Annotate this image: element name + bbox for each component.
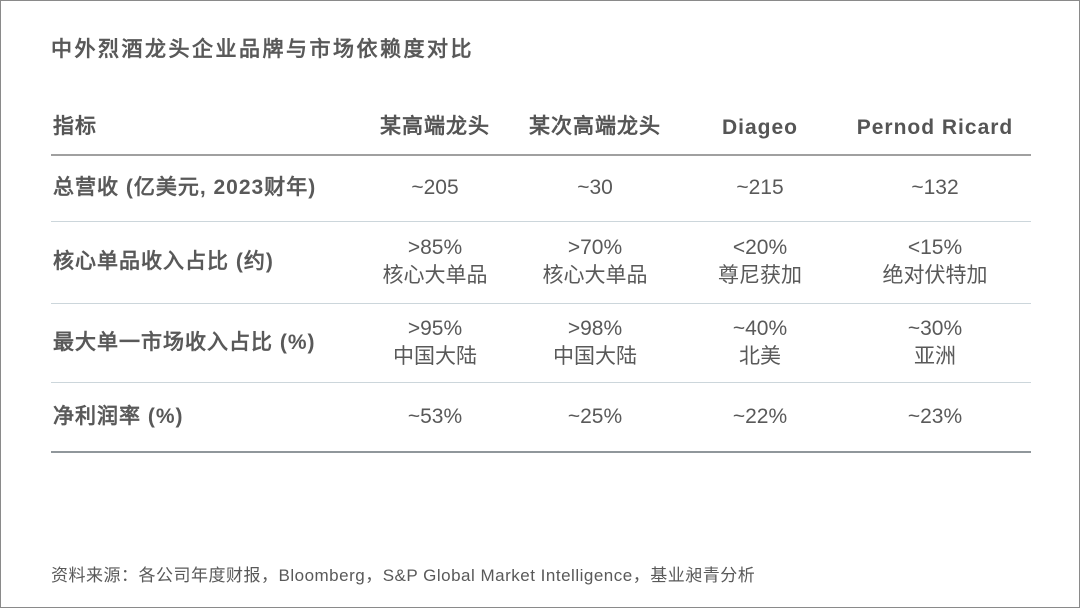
cell-subvalue: 尊尼获加 [718, 264, 802, 287]
table-cell: ~25% [567, 404, 623, 428]
col-header-pernod-ricard: Pernod Ricard [856, 116, 1014, 139]
col-header-diageo: Diageo [721, 116, 798, 139]
table-cell: >98% 中国大陆 [509, 303, 681, 382]
col-header-premium-leader: 某高端龙头 [380, 115, 490, 138]
cell-subvalue: 核心大单品 [542, 264, 648, 287]
cell-subvalue: 北美 [739, 344, 781, 368]
table-cell: ~53% [407, 404, 463, 428]
cell-subvalue: 中国大陆 [553, 344, 637, 368]
table-cell: ~40% 北美 [681, 303, 839, 382]
table-cell: ~30% 亚洲 [839, 303, 1031, 382]
table-cell: >70% 核心大单品 [509, 221, 681, 303]
table-row-core-product-share: 核心单品收入占比 (约) >85% 核心大单品 >70% 核心大单品 <20% … [51, 221, 1031, 303]
table-row-revenue: 总营收 (亿美元, 2023财年) ~205 ~30 ~215 ~132 [51, 155, 1031, 221]
cell-value: >85% [407, 236, 463, 260]
table-row-net-margin: 净利润率 (%) ~53% ~25% ~22% ~23% [51, 382, 1031, 452]
table-cell: ~205 [411, 176, 459, 200]
table-cell: ~215 [736, 176, 784, 200]
table-cell: >85% 核心大单品 [361, 221, 509, 303]
cell-value: ~30% [907, 316, 963, 340]
cell-value: >95% [407, 316, 463, 340]
col-header-subpremium-leader: 某次高端龙头 [529, 115, 661, 138]
header-row: 指标 某高端龙头 某次高端龙头 Diageo Pernod Ricard [51, 107, 1031, 155]
table-cell: <15% 绝对伏特加 [839, 221, 1031, 303]
row-label: 最大单一市场收入占比 (%) [53, 330, 316, 354]
cell-value: <15% [907, 236, 963, 260]
row-label: 核心单品收入占比 (约) [53, 250, 274, 274]
table-cell: ~132 [911, 176, 959, 200]
table-row-largest-market-share: 最大单一市场收入占比 (%) >95% 中国大陆 >98% 中国大陆 ~40% … [51, 303, 1031, 382]
cell-value: >70% [567, 236, 623, 260]
comparison-table: 指标 某高端龙头 某次高端龙头 Diageo Pernod Ricard 总营收… [51, 107, 1031, 453]
figure-title: 中外烈酒龙头企业品牌与市场依赖度对比 [51, 38, 474, 61]
cell-subvalue: 绝对伏特加 [882, 264, 988, 287]
col-header-indicator: 指标 [53, 115, 97, 138]
table-cell: ~30 [577, 176, 613, 200]
table-cell: <20% 尊尼获加 [681, 221, 839, 303]
cell-value: <20% [732, 236, 788, 260]
table-cell: ~22% [732, 404, 788, 428]
cell-subvalue: 核心大单品 [382, 264, 488, 287]
cell-value: >98% [567, 316, 623, 340]
cell-subvalue: 亚洲 [914, 344, 956, 368]
table-cell: ~23% [907, 404, 963, 428]
table-cell: >95% 中国大陆 [361, 303, 509, 382]
row-label: 净利润率 (%) [53, 404, 184, 428]
cell-subvalue: 中国大陆 [393, 344, 477, 368]
row-label: 总营收 (亿美元, 2023财年) [53, 176, 317, 200]
cell-value: ~40% [732, 316, 788, 340]
source-note: 资料来源：各公司年度财报，Bloomberg，S&P Global Market… [51, 566, 756, 585]
